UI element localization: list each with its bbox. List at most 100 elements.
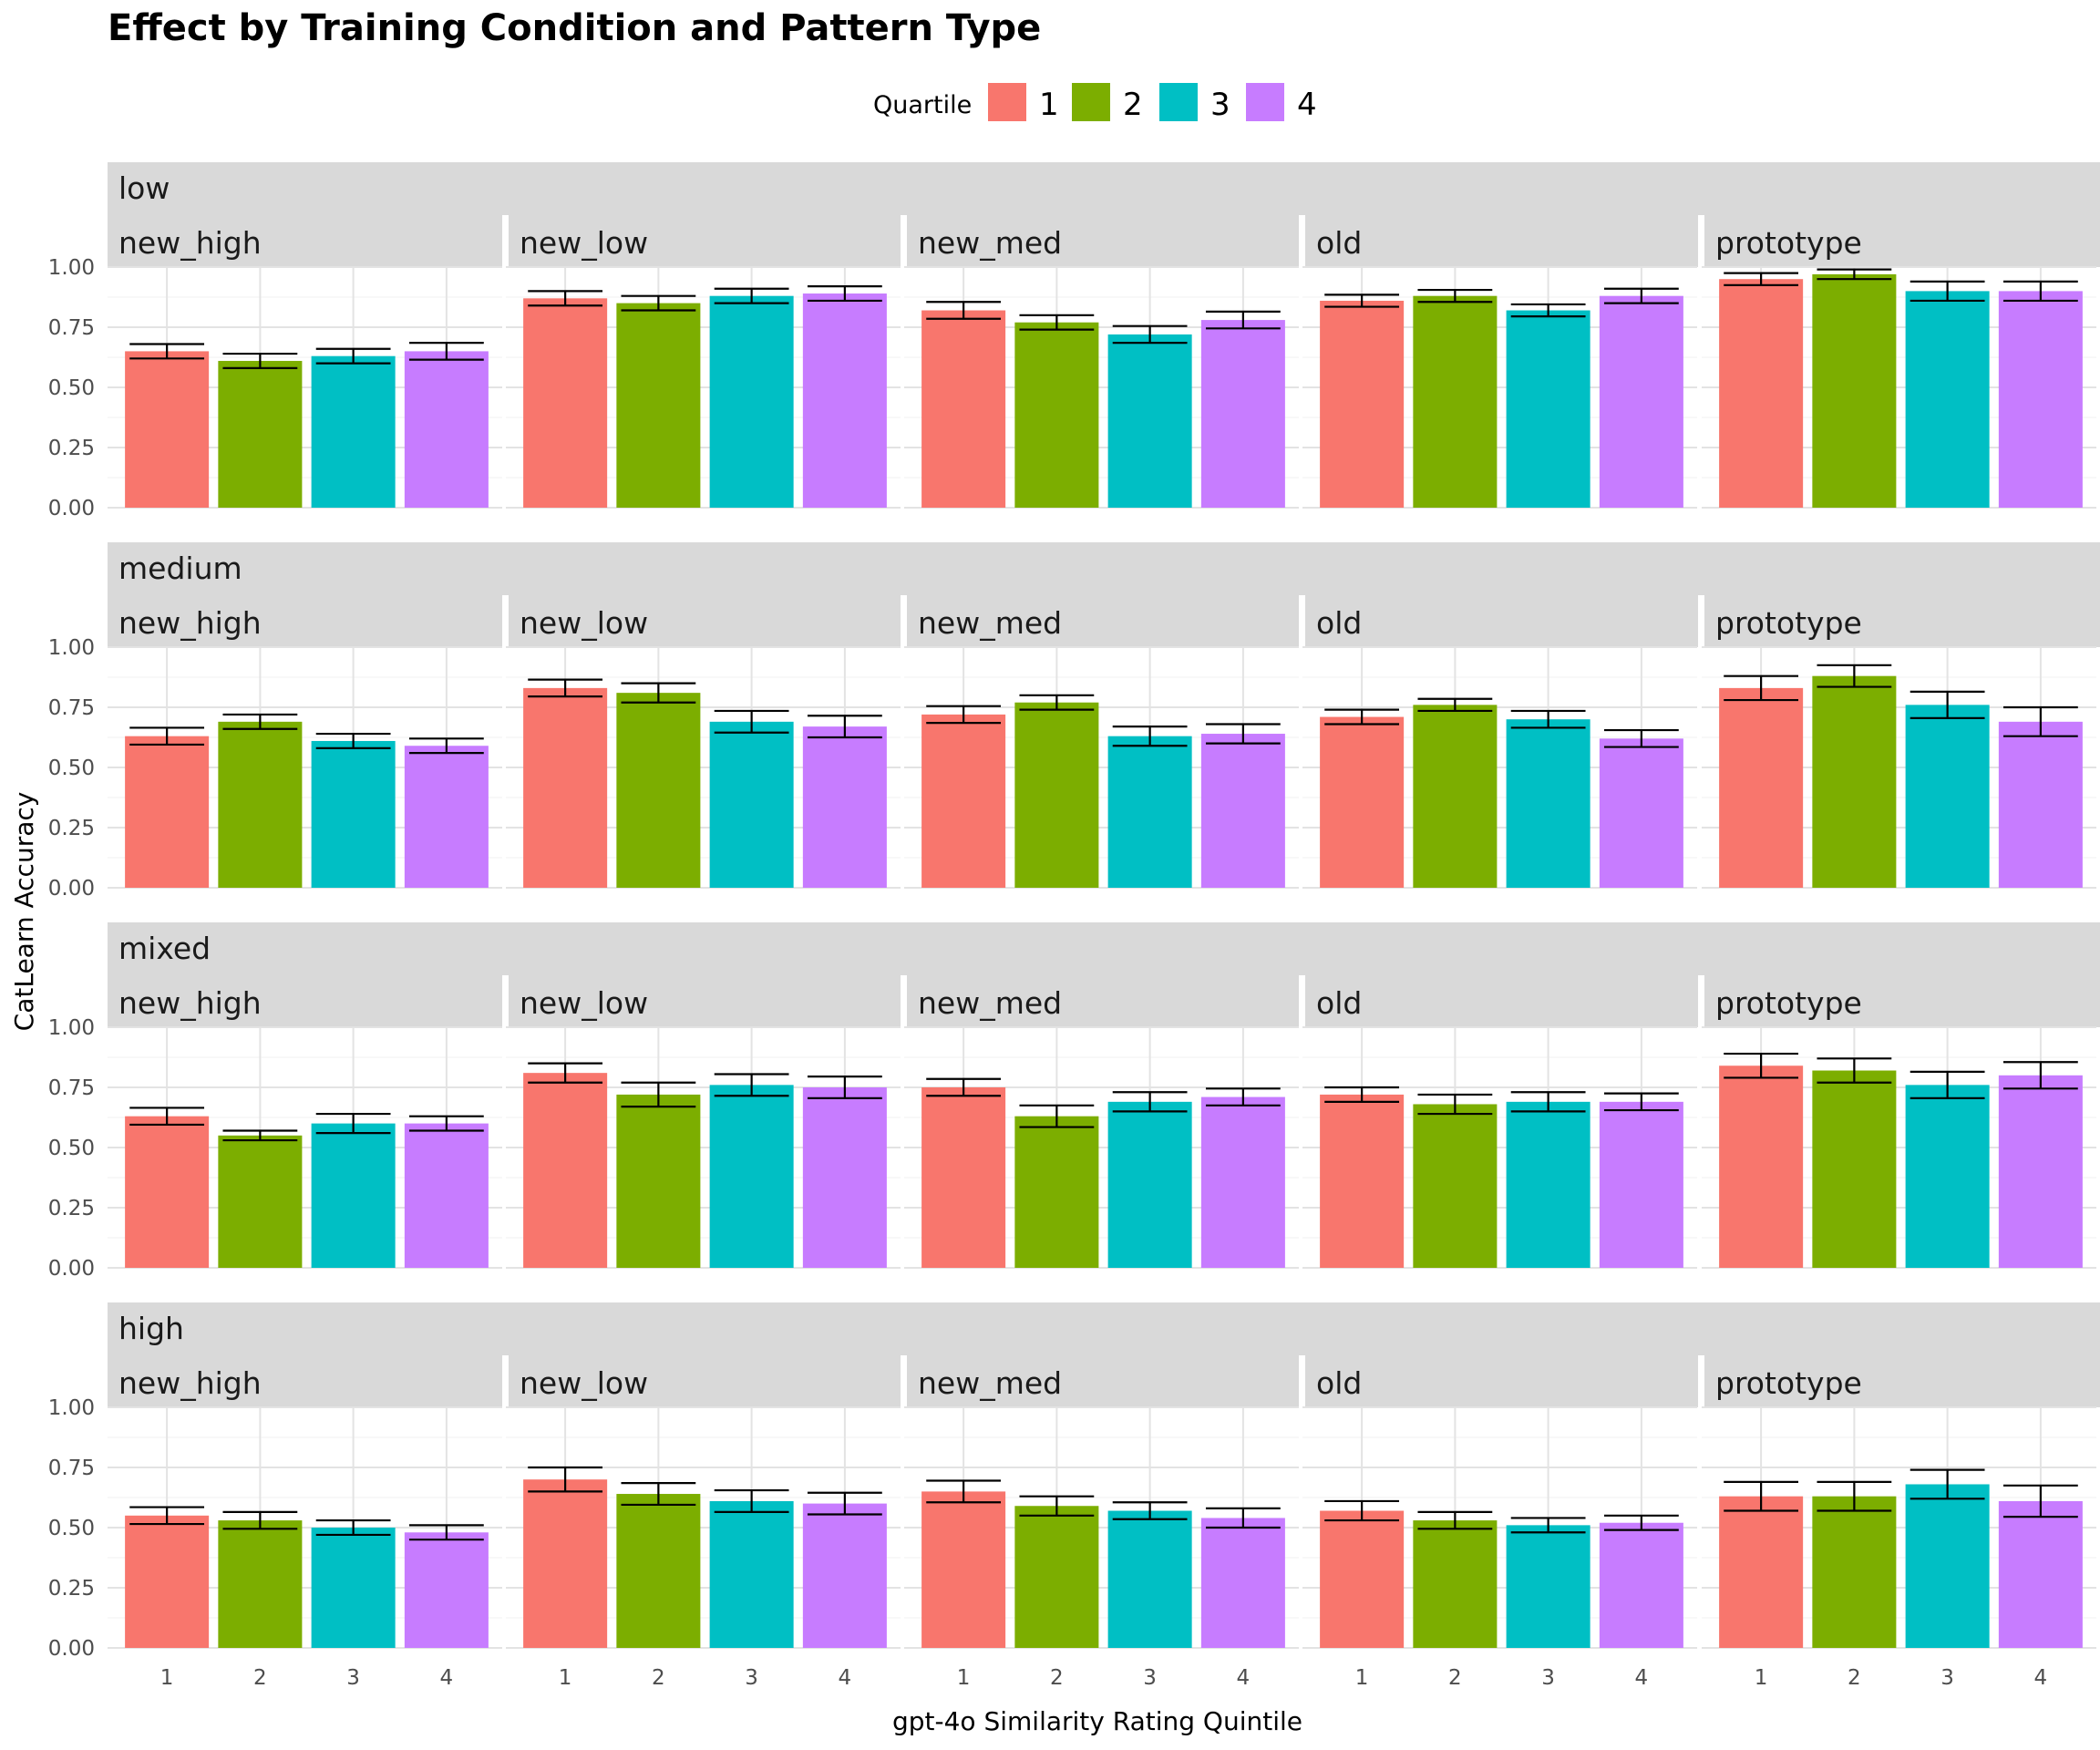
row-strip-label-mixed: mixed bbox=[118, 931, 211, 966]
error-bar-q1 bbox=[1324, 708, 1400, 726]
y-tick-label: 0.00 bbox=[48, 497, 95, 520]
bar-q1 bbox=[921, 1087, 1006, 1268]
bar-q4 bbox=[1998, 721, 2083, 888]
bar-q1 bbox=[1320, 1510, 1405, 1648]
error-bar-q4 bbox=[1205, 723, 1281, 745]
col-strip-divider bbox=[1299, 215, 1305, 267]
error-bar-q1 bbox=[1324, 1086, 1400, 1103]
bar-q3 bbox=[709, 1500, 794, 1648]
bar-q4 bbox=[802, 293, 887, 508]
bar-q3 bbox=[1506, 719, 1590, 888]
bar-q2 bbox=[616, 1094, 701, 1268]
bar-q2 bbox=[1413, 1104, 1498, 1268]
panel-mixed-old: old bbox=[1299, 975, 1697, 1269]
legend-title: Quartile bbox=[873, 91, 972, 119]
error-bar-q1 bbox=[528, 1062, 603, 1084]
legend-key-3 bbox=[1159, 83, 1198, 121]
col-strip-new_high bbox=[108, 595, 502, 647]
col-strip-divider bbox=[1299, 595, 1305, 647]
error-bar-q4 bbox=[408, 1115, 484, 1132]
error-bar-q1 bbox=[926, 1077, 1002, 1097]
panel-high-new_high: new_high 1 2 3 4 bbox=[108, 1355, 502, 1690]
bar-q2 bbox=[1413, 1520, 1498, 1648]
bar-q1 bbox=[1719, 1496, 1804, 1648]
legend-key-2 bbox=[1072, 83, 1110, 121]
error-bar-q2 bbox=[222, 713, 298, 730]
bar-q1 bbox=[1719, 279, 1804, 508]
x-tick-label: 3 bbox=[1143, 1666, 1157, 1690]
bar-q2 bbox=[1812, 273, 1897, 508]
bar-q1 bbox=[523, 1073, 608, 1268]
col-strip-new_med bbox=[907, 215, 1299, 267]
error-bar-q4 bbox=[2002, 280, 2078, 303]
panel-medium-prototype: prototype bbox=[1698, 595, 2100, 889]
bar-q4 bbox=[1998, 1500, 2083, 1648]
bar-q4 bbox=[1200, 320, 1285, 508]
col-strip-label-old: old bbox=[1316, 985, 1362, 1021]
error-bar-q2 bbox=[1019, 314, 1095, 331]
panel-high-prototype: prototype 1 2 3 4 bbox=[1698, 1355, 2100, 1690]
bar-q1 bbox=[921, 310, 1006, 508]
error-bar-q4 bbox=[2002, 1061, 2078, 1090]
error-bar-q2 bbox=[1817, 268, 1892, 281]
col-strip-divider bbox=[502, 595, 509, 647]
bar-q4 bbox=[1998, 1075, 2083, 1268]
x-tick-label: 1 bbox=[160, 1666, 174, 1690]
y-tick-label: 0.25 bbox=[48, 817, 95, 840]
panel-high-new_low: new_low 1 2 3 4 bbox=[502, 1355, 901, 1690]
x-axis-title: gpt-4o Similarity Rating Quintile bbox=[892, 1706, 1302, 1736]
error-bar-q2 bbox=[1417, 1510, 1493, 1530]
x-tick-label: 3 bbox=[1541, 1666, 1555, 1690]
col-strip-new_low bbox=[509, 215, 901, 267]
col-strip-old bbox=[1305, 975, 1697, 1027]
col-strip-prototype bbox=[1704, 975, 2100, 1027]
legend-key-4 bbox=[1246, 83, 1284, 121]
error-bar-q3 bbox=[1112, 324, 1188, 345]
error-bar-q1 bbox=[528, 678, 603, 698]
row-strip-label-medium: medium bbox=[118, 551, 242, 586]
row-strip-label-high: high bbox=[118, 1311, 184, 1346]
bar-q2 bbox=[1014, 1116, 1099, 1268]
col-strip-label-old: old bbox=[1316, 1365, 1362, 1401]
col-strip-label-old: old bbox=[1316, 605, 1362, 641]
bar-q2 bbox=[1812, 1496, 1897, 1648]
bar-q1 bbox=[523, 687, 608, 888]
error-bar-q4 bbox=[1603, 1092, 1679, 1112]
bar-q1 bbox=[1320, 716, 1405, 888]
x-tick-label: 1 bbox=[1755, 1666, 1768, 1690]
bar-q2 bbox=[616, 693, 701, 888]
error-bar-q3 bbox=[1910, 1070, 1985, 1099]
error-bar-q2 bbox=[1817, 1480, 1892, 1512]
panel-medium-old: old bbox=[1299, 595, 1697, 889]
bar-q3 bbox=[1905, 705, 1990, 888]
panel-high-new_med: new_med 1 2 3 4 bbox=[901, 1355, 1299, 1690]
col-strip-new_high bbox=[108, 975, 502, 1027]
y-tick-label: 0.75 bbox=[48, 1457, 95, 1480]
error-bar-q1 bbox=[528, 1466, 603, 1493]
error-bar-q1 bbox=[926, 1479, 1002, 1504]
panel-low-old: old bbox=[1299, 215, 1697, 509]
bar-q2 bbox=[218, 1135, 303, 1268]
col-strip-old bbox=[1305, 215, 1697, 267]
panel-medium-new_med: new_med bbox=[901, 595, 1299, 889]
bar-q4 bbox=[404, 351, 489, 508]
error-bar-q4 bbox=[807, 1491, 882, 1516]
error-bar-q4 bbox=[1205, 1087, 1281, 1107]
bar-q3 bbox=[1905, 1484, 1990, 1648]
col-strip-divider bbox=[901, 975, 907, 1027]
bar-q3 bbox=[1107, 736, 1192, 888]
col-strip-label-new_high: new_high bbox=[118, 225, 262, 261]
panel-low-prototype: prototype bbox=[1698, 215, 2100, 509]
error-bar-q4 bbox=[807, 285, 882, 303]
panel-mixed-prototype: prototype bbox=[1698, 975, 2100, 1269]
x-tick-label: 2 bbox=[652, 1666, 665, 1690]
col-strip-divider bbox=[1299, 975, 1305, 1027]
error-bar-q3 bbox=[1112, 1091, 1188, 1113]
bar-q1 bbox=[1320, 1094, 1405, 1268]
col-strip-prototype bbox=[1704, 215, 2100, 267]
bar-q3 bbox=[311, 1528, 396, 1648]
row-strip-label-low: low bbox=[118, 170, 170, 206]
col-strip-divider bbox=[1299, 1355, 1305, 1407]
x-tick-label: 2 bbox=[253, 1666, 267, 1690]
